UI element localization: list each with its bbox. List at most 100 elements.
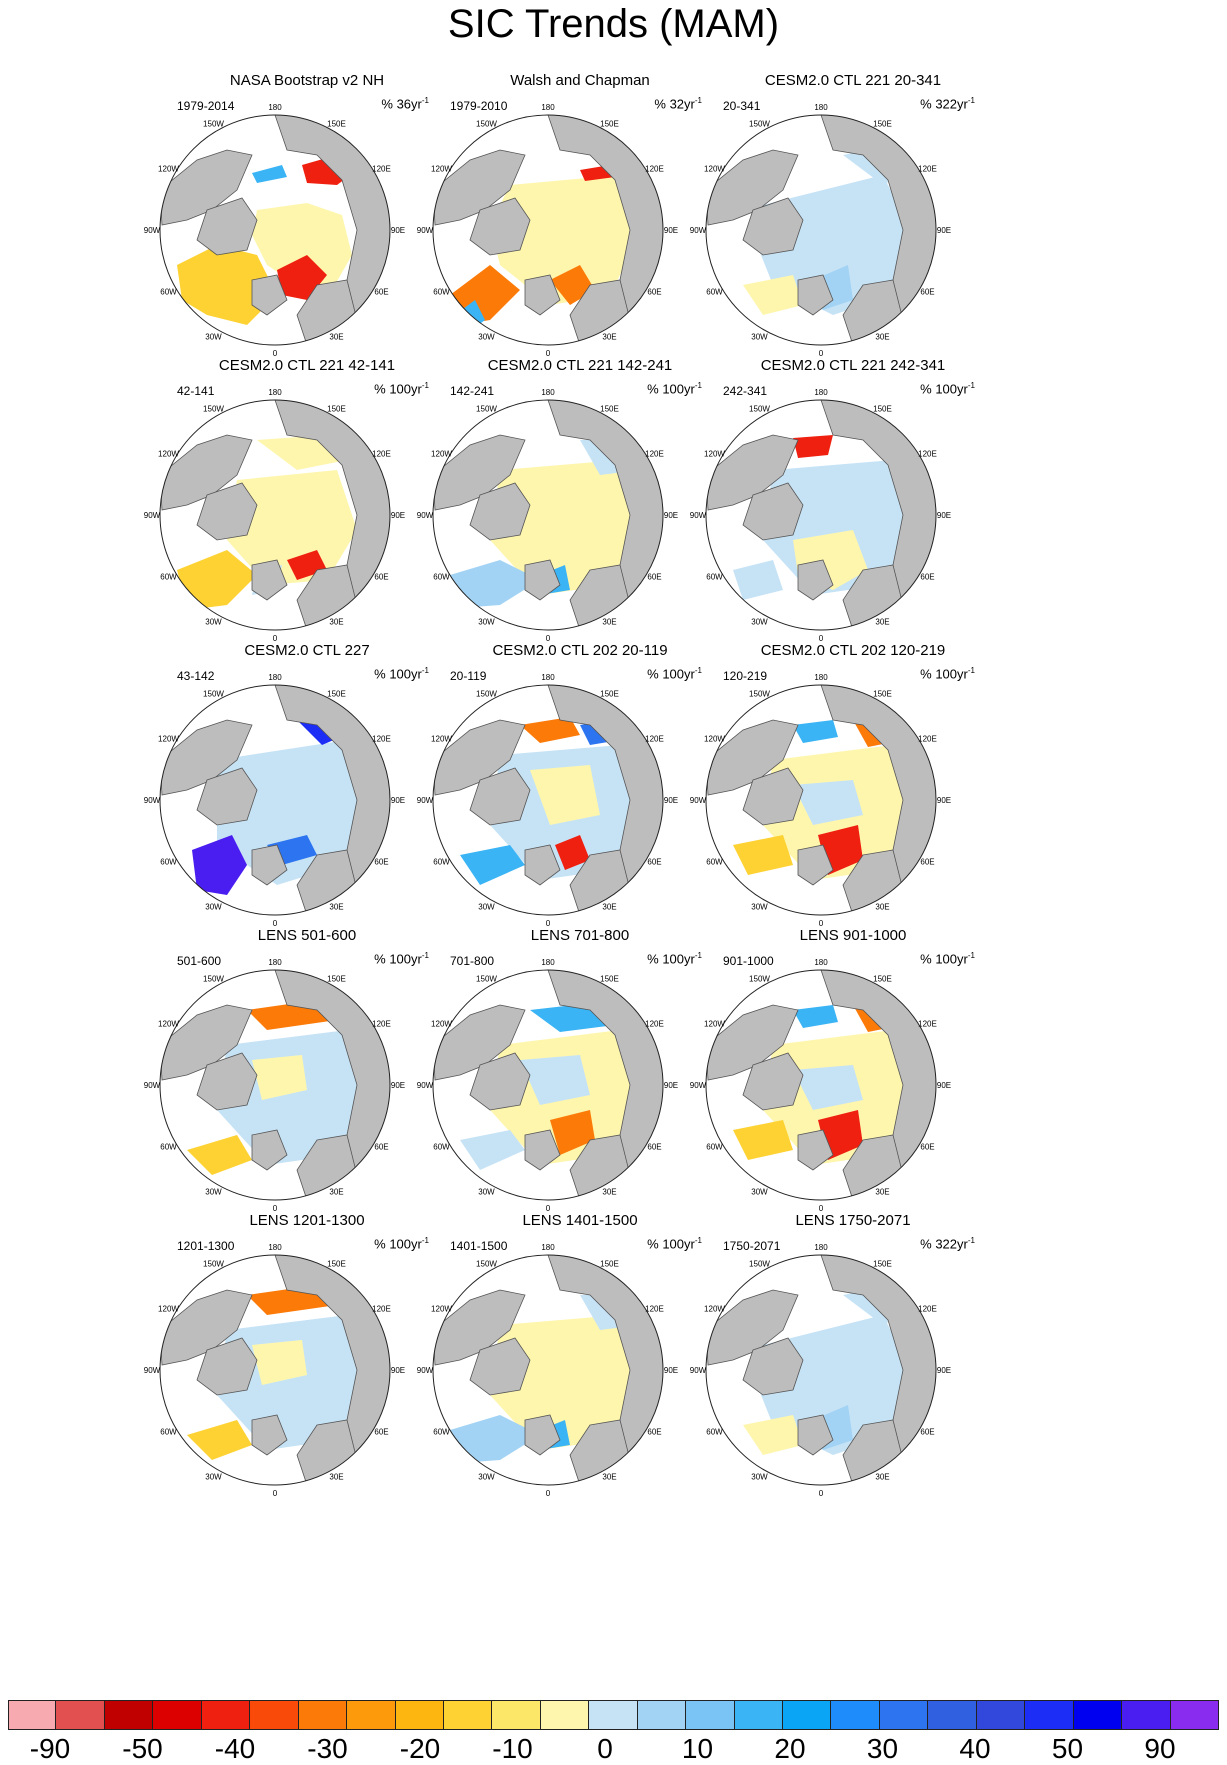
map-panel: 180 150E 120E 90E 60E 30E 0 30W 60W 90W 120W 150W CE… xyxy=(690,642,1003,942)
trend-region xyxy=(793,435,833,458)
land-mass xyxy=(469,482,531,541)
panel-trend-unit: % 100yr-1 xyxy=(920,951,975,967)
colorbar-swatch xyxy=(1170,1700,1219,1730)
longitude-label: 120W xyxy=(704,450,725,459)
trend-region xyxy=(252,165,287,183)
trend-region xyxy=(187,1420,252,1460)
map-boundary xyxy=(159,684,391,916)
map-boundary xyxy=(705,684,937,916)
polar-map: 180 150E 120E 90E 60E 30E 0 30W 60W 90W 120W 150W xyxy=(144,1243,405,1498)
panel-title: LENS 1201-1300 xyxy=(249,1212,365,1229)
longitude-label: 30W xyxy=(205,618,222,627)
land-mass xyxy=(524,274,561,316)
panel-period: 20-341 xyxy=(723,99,761,113)
land-mass xyxy=(742,767,804,826)
longitude-label: 180 xyxy=(541,673,555,682)
map-boundary xyxy=(705,1254,937,1486)
longitude-label: 150W xyxy=(749,690,770,699)
colorbar-label: -10 xyxy=(492,1733,533,1764)
longitude-label: 90W xyxy=(144,1366,161,1375)
longitude-label: 120W xyxy=(431,735,452,744)
longitude-label: 150E xyxy=(600,975,619,984)
colorbar-swatch xyxy=(589,1700,638,1730)
longitude-label: 150E xyxy=(873,690,892,699)
longitude-label: 30E xyxy=(875,903,889,912)
longitude-label: 0 xyxy=(273,1489,278,1498)
longitude-label: 120W xyxy=(431,1020,452,1029)
land-mass xyxy=(433,434,526,511)
land-mass xyxy=(797,274,834,316)
trend-region xyxy=(490,175,640,305)
land-mass xyxy=(742,482,804,541)
trend-region xyxy=(217,740,372,885)
longitude-label: 120W xyxy=(431,165,452,174)
land-mass xyxy=(706,1004,799,1081)
panel-period: 501-600 xyxy=(177,954,222,968)
land-mass xyxy=(797,1414,834,1456)
longitude-label: 120E xyxy=(645,735,664,744)
colorbar-swatch xyxy=(1122,1700,1171,1730)
longitude-label: 150E xyxy=(873,405,892,414)
trend-region xyxy=(187,1135,252,1175)
map-panel: 180 150E 120E 90E 60E 30E 0 30W 60W 90W 120W 150W CE… xyxy=(144,357,457,657)
map-boundary xyxy=(432,1254,664,1486)
longitude-label: 0 xyxy=(546,1204,551,1213)
polar-map: 180 150E 120E 90E 60E 30E 0 30W 60W 90W 120W 150W xyxy=(144,673,405,928)
colorbar-swatch xyxy=(928,1700,977,1730)
longitude-label: 30W xyxy=(478,903,495,912)
longitude-label: 60E xyxy=(374,858,388,867)
longitude-label: 150W xyxy=(476,690,497,699)
longitude-label: 0 xyxy=(546,919,551,928)
longitude-label: 180 xyxy=(541,388,555,397)
longitude-label: 180 xyxy=(268,1243,282,1252)
panel-period: 42-141 xyxy=(177,384,215,398)
longitude-label: 150E xyxy=(873,120,892,129)
longitude-label: 60E xyxy=(374,573,388,582)
panel-period: 43-142 xyxy=(177,669,215,683)
longitude-label: 30E xyxy=(602,903,616,912)
land-mass xyxy=(160,1289,253,1366)
longitude-label: 150E xyxy=(873,1260,892,1269)
map-panel: 180 150E 120E 90E 60E 30E 0 30W 60W 90W 120W 150W CE… xyxy=(417,642,730,942)
colorbar-swatch xyxy=(1073,1700,1123,1730)
longitude-label: 120W xyxy=(704,1020,725,1029)
longitude-label: 60E xyxy=(920,1428,934,1437)
longitude-label: 30W xyxy=(205,333,222,342)
longitude-label: 150W xyxy=(749,405,770,414)
longitude-label: 30W xyxy=(205,903,222,912)
longitude-label: 90W xyxy=(144,1081,161,1090)
longitude-label: 150E xyxy=(327,405,346,414)
longitude-label: 120W xyxy=(158,165,179,174)
colorbar-swatch xyxy=(879,1700,929,1730)
longitude-label: 180 xyxy=(814,103,828,112)
longitude-label: 60E xyxy=(647,573,661,582)
longitude-label: 0 xyxy=(819,1204,824,1213)
longitude-label: 30W xyxy=(751,333,768,342)
longitude-label: 30W xyxy=(751,1473,768,1482)
panel-title: LENS 901-1000 xyxy=(799,927,907,944)
trend-region xyxy=(520,717,580,743)
longitude-label: 120W xyxy=(158,1020,179,1029)
land-mass xyxy=(433,1004,526,1081)
panel-title: CESM2.0 CTL 202 20-119 xyxy=(492,642,668,659)
panel-trend-unit: % 100yr-1 xyxy=(920,666,975,682)
map-panel: 180 150E 120E 90E 60E 30E 0 30W 60W 90W 120W 150W CE… xyxy=(690,72,1003,372)
panel-trend-unit: % 100yr-1 xyxy=(647,666,702,682)
longitude-label: 90E xyxy=(664,511,678,520)
panel-title: CESM2.0 CTL 221 42-141 xyxy=(218,357,396,374)
longitude-label: 150W xyxy=(203,405,224,414)
longitude-label: 90W xyxy=(690,1081,707,1090)
longitude-label: 60W xyxy=(706,288,723,297)
map-boundary xyxy=(159,1254,391,1486)
longitude-label: 120E xyxy=(645,165,664,174)
longitude-label: 30W xyxy=(205,1473,222,1482)
colorbar-swatch xyxy=(201,1700,251,1730)
panel-title: LENS 701-800 xyxy=(530,927,630,944)
polar-map: 180 150E 120E 90E 60E 30E 0 30W 60W 90W 120W 150W xyxy=(417,958,678,1213)
longitude-label: 0 xyxy=(273,349,278,358)
longitude-label: 60W xyxy=(433,1143,450,1152)
longitude-label: 90E xyxy=(937,1081,951,1090)
map-boundary xyxy=(705,969,937,1201)
panel-title: CESM2.0 CTL 221 20-341 xyxy=(764,72,942,89)
panel-trend-unit: % 100yr-1 xyxy=(374,1236,429,1252)
